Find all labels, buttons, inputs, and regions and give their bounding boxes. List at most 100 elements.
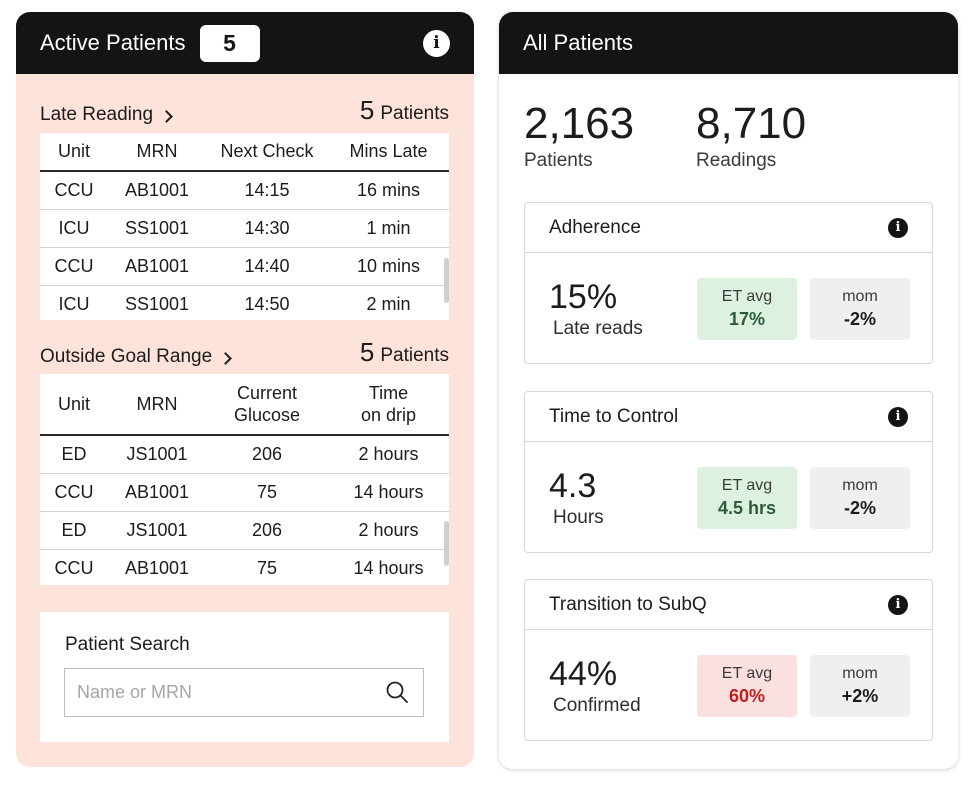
table-row[interactable]: CCU AB1001 75 14 hours (40, 474, 449, 512)
table-cell: AB1001 (124, 558, 190, 578)
table-cell: 75 (256, 482, 278, 502)
table-cell: CCU (54, 256, 94, 276)
et-avg-pill: ET avg 4.5 hrs (697, 467, 797, 529)
mom-pill: mom -2% (810, 467, 910, 529)
et-avg-value: 17% (728, 309, 766, 329)
table-row[interactable]: CCU AB1001 75 14 hours (40, 550, 449, 587)
table-cell: 206 (251, 444, 283, 464)
info-icon[interactable]: i (888, 594, 908, 615)
metric-label: Hours (553, 507, 604, 528)
column-header: MRN (136, 141, 178, 161)
patients-total-value: 2,163 (524, 99, 635, 148)
all-patients-header: All Patients (499, 12, 958, 74)
table-cell: CCU (54, 482, 94, 502)
outside-range-scrollbar[interactable] (444, 521, 449, 566)
table-cell: 14:50 (244, 294, 290, 314)
search-placeholder: Name or MRN (77, 682, 193, 702)
table-row[interactable]: ICU SS1001 14:30 1 min (40, 210, 449, 248)
column-header: Time on drip (360, 383, 417, 425)
chevron-right-icon (160, 109, 173, 123)
metric-title: Time to Control (549, 405, 679, 427)
all-patients-panel: All Patients 2,163 Patients 8,710 Readin… (499, 12, 958, 769)
active-patients-panel: Active Patients 5 i Late Reading 5 Patien… (16, 12, 474, 767)
metric-label: Late reads (553, 318, 643, 339)
table-cell: ICU (58, 218, 90, 238)
et-avg-pill: ET avg 60% (697, 655, 797, 717)
metric-title: Transition to SubQ (549, 593, 707, 615)
metric-value: 15% (549, 278, 618, 316)
table-header-row: Unit MRN Next Check Mins Late (40, 133, 449, 172)
column-header: Current Glucose (233, 383, 301, 425)
info-icon[interactable]: i (888, 406, 908, 427)
column-header: Unit (57, 141, 90, 161)
et-avg-label: ET avg (721, 477, 773, 494)
metric-value: 44% (549, 655, 618, 693)
table-cell: AB1001 (124, 256, 190, 276)
column-header: MRN (136, 394, 178, 414)
mom-label: mom (842, 477, 878, 494)
metric-title: Adherence (549, 216, 641, 238)
column-header: Mins Late (349, 141, 428, 161)
readings-stat: 8,710 Readings (696, 100, 806, 172)
table-cell: ED (61, 520, 87, 540)
patients-stat: 2,163 Patients (524, 100, 634, 172)
table-row[interactable]: CCU AB1001 14:15 16 mins (40, 172, 449, 210)
late-reading-table: Unit MRN Next Check Mins Late CCU AB1001… (40, 133, 449, 320)
table-row[interactable]: CCU AB1001 14:40 10 mins (40, 248, 449, 286)
mom-value: +2% (841, 686, 879, 706)
patients-total-label: Patients (524, 150, 593, 171)
chevron-right-icon (219, 351, 233, 365)
outside-range-section-header: Outside Goal Range 5 Patients (40, 337, 449, 368)
active-patients-header: Active Patients 5 i (16, 12, 474, 74)
metric-card-header: Adherence i (525, 203, 932, 253)
late-reading-patient-count: 5 Patients (360, 95, 449, 126)
table-cell: ICU (58, 294, 90, 314)
table-cell: JS1001 (126, 444, 188, 464)
table-cell: 14:15 (244, 180, 290, 200)
outside-range-patient-count: 5 Patients (360, 337, 449, 368)
patient-search-input[interactable]: Name or MRN (64, 668, 424, 717)
table-row[interactable]: ED JS1001 206 2 hours (40, 512, 449, 550)
table-cell: CCU (54, 180, 94, 200)
active-patients-title: Active Patients (40, 30, 186, 55)
table-row[interactable]: ICU SS1001 14:50 2 min (40, 286, 449, 323)
time-to-control-card: Time to Control i 4.3 Hours ET avg 4.5 h… (524, 391, 933, 553)
et-avg-label: ET avg (721, 288, 773, 305)
table-cell: 75 (256, 558, 278, 578)
search-icon[interactable] (385, 680, 409, 704)
mom-pill: mom +2% (810, 655, 910, 717)
table-cell: 206 (251, 520, 283, 540)
table-row[interactable]: ED JS1001 206 2 hours (40, 436, 449, 474)
table-cell: 2 hours (358, 520, 419, 540)
late-reading-scrollbar[interactable] (444, 258, 449, 303)
patient-search-card: Patient Search Name or MRN (40, 612, 449, 742)
outside-range-title: Outside Goal Range (40, 346, 213, 367)
table-cell: 16 mins (356, 180, 421, 200)
table-cell: 1 min (366, 218, 411, 238)
table-cell: 14:40 (244, 256, 290, 276)
info-icon[interactable]: i (423, 29, 450, 57)
table-cell: AB1001 (124, 180, 190, 200)
metric-label: Confirmed (553, 695, 641, 716)
patient-search-label: Patient Search (65, 634, 190, 655)
table-cell: AB1001 (124, 482, 190, 502)
table-cell: SS1001 (124, 294, 190, 314)
transition-subq-card: Transition to SubQ i 44% Confirmed ET av… (524, 579, 933, 741)
table-cell: CCU (54, 558, 94, 578)
late-reading-link[interactable]: Late Reading (40, 104, 173, 126)
outside-range-link[interactable]: Outside Goal Range (40, 346, 233, 368)
active-patients-count-badge: 5 (199, 24, 260, 62)
info-icon[interactable]: i (888, 217, 908, 238)
table-cell: 14 hours (353, 482, 424, 502)
mom-value: -2% (843, 309, 876, 329)
table-cell: 14:30 (244, 218, 290, 238)
et-avg-label: ET avg (721, 665, 773, 682)
table-header-row: Unit MRN Current Glucose Time on drip (40, 374, 449, 436)
table-cell: JS1001 (126, 520, 188, 540)
late-reading-count-value: 5 (359, 95, 375, 125)
et-avg-pill: ET avg 17% (697, 278, 797, 340)
table-cell: 14 hours (353, 558, 424, 578)
outside-range-count-value: 5 (359, 337, 375, 367)
et-avg-value: 4.5 hrs (717, 498, 777, 518)
table-cell: 2 min (366, 294, 411, 314)
